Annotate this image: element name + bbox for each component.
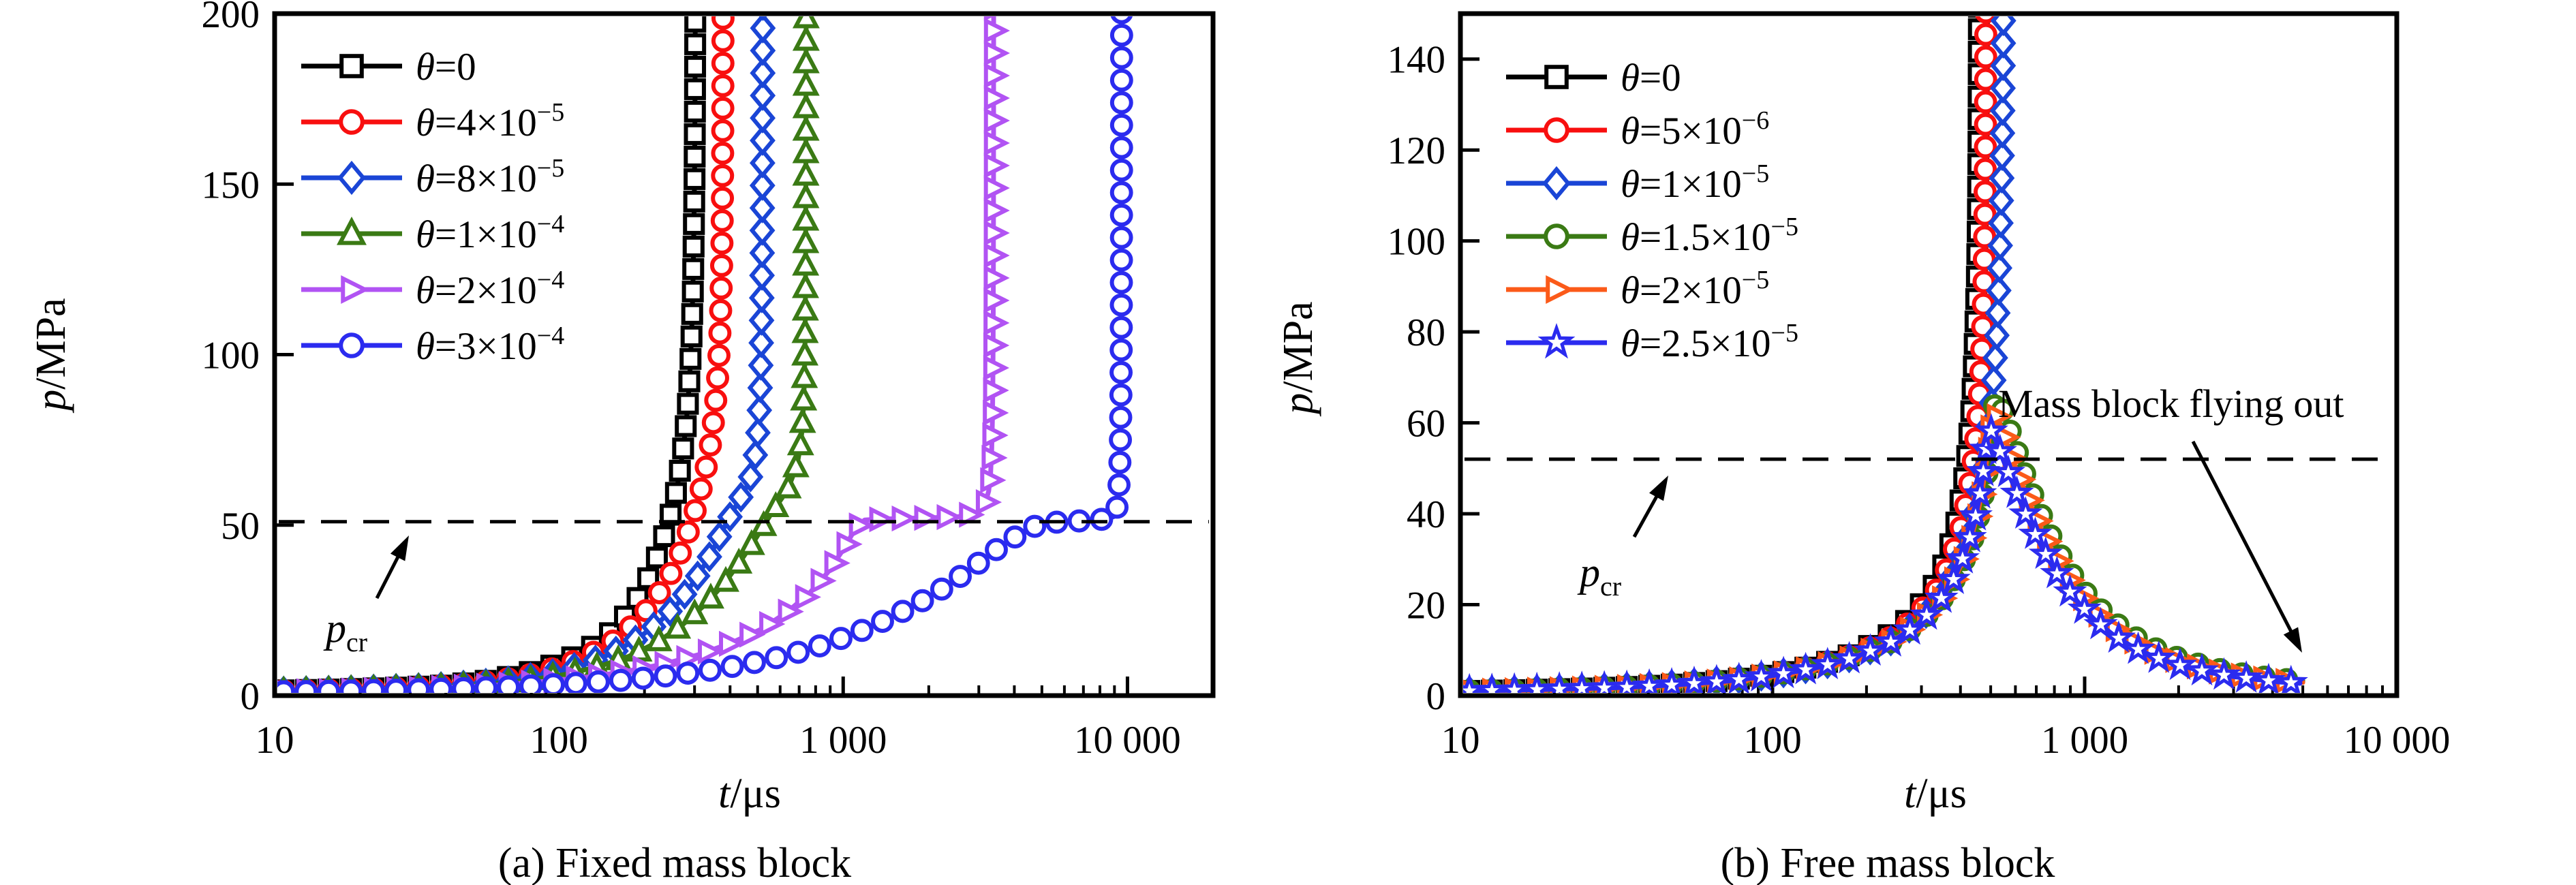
y-tick-label: 120 — [1387, 129, 1446, 172]
y-axis-title-a: p/MPa — [28, 298, 74, 413]
pcr-label: pcr — [323, 606, 367, 657]
legend-item-theta-4e-5: θ=4×10−5 — [301, 98, 564, 144]
legend-label: θ=2×10−4 — [416, 266, 564, 312]
x-tick-label: 10 — [256, 719, 294, 762]
y-tick-label: 60 — [1407, 403, 1445, 446]
x-tick-label: 10 000 — [1074, 719, 1181, 762]
legend-label: θ=4×10−5 — [416, 98, 564, 144]
legend-label: θ=5×10−6 — [1621, 106, 1769, 153]
y-tick-label: 140 — [1387, 39, 1446, 82]
pcr-annotation-a: pcr — [323, 535, 409, 657]
y-tick-label: 80 — [1407, 311, 1445, 354]
legend-item-theta-1.5e-5: θ=1.5×10−5 — [1506, 213, 1798, 259]
legend-item-theta-5e-6: θ=5×10−6 — [1506, 106, 1769, 153]
flyout-label: Mass block flying out — [1998, 382, 2344, 426]
legend-label: θ=1×10−5 — [1621, 159, 1769, 206]
legend-label: θ=1.5×10−5 — [1621, 213, 1798, 259]
legend-item-theta-8e-5: θ=8×10−5 — [301, 154, 564, 200]
legend-item-theta-3e-4: θ=3×10−4 — [301, 322, 564, 368]
legend-label: θ=3×10−4 — [416, 322, 564, 368]
x-tick-label: 1 000 — [799, 719, 887, 762]
legend-label: θ=2×10−5 — [1621, 266, 1769, 312]
caption-b: (b) Free mass block — [1720, 840, 2055, 885]
legend-item-theta-2e-5: θ=2×10−5 — [1506, 266, 1769, 312]
x-tick-label: 10 — [1441, 719, 1480, 762]
flyout-arrow — [2191, 440, 2302, 653]
y-tick-label: 100 — [202, 335, 260, 377]
y-tick-label: 20 — [1407, 585, 1445, 627]
x-tick-label: 10 000 — [2344, 719, 2451, 762]
legend-item-theta-0: θ=0 — [301, 46, 476, 89]
legend-label: θ=0 — [1621, 57, 1681, 99]
legend-item-theta-2.5e-5: θ=2.5×10−5 — [1506, 319, 1798, 365]
y-tick-label: 0 — [1426, 675, 1446, 718]
legend-item-theta-0: θ=0 — [1506, 57, 1681, 99]
y-tick-label: 200 — [202, 0, 260, 36]
series-theta-2.5e-5 — [1463, 413, 2308, 693]
legend-item-theta-1e-4: θ=1×10−4 — [301, 210, 564, 256]
flyout-annotation: Mass block flying out — [1998, 382, 2344, 653]
pcr-label: pcr — [1577, 550, 1621, 602]
series-theta-3e-4 — [277, 16, 1133, 693]
y-axis-b: 0 20 40 60 80 100 120 140 — [1387, 39, 1479, 718]
series-group-a — [277, 16, 1133, 693]
x-tick-label: 1 000 — [2041, 719, 2128, 762]
legend-label: θ=2.5×10−5 — [1621, 319, 1798, 365]
legend-label: θ=8×10−5 — [416, 154, 564, 200]
pcr-arrow-b — [1632, 476, 1668, 538]
x-axis-title-a: t/μs — [718, 771, 781, 817]
legend-label: θ=0 — [416, 46, 476, 89]
legend-b: θ=0 θ=5×10−6 θ=1×10−5 θ=1.5×10−5 θ=2×10−5 θ=2… — [1506, 57, 1798, 365]
pcr-arrow-a — [375, 535, 409, 600]
pcr-annotation-b: pcr — [1577, 476, 1668, 602]
x-axis-b: 10 100 1 000 10 000 — [1441, 677, 2451, 762]
legend-label: θ=1×10−4 — [416, 210, 564, 256]
legend-a: θ=0 θ=4×10−5 θ=8×10−5 θ=1×10−4 θ=2×10−4 θ=3×1… — [301, 46, 564, 368]
y-tick-label: 50 — [221, 505, 260, 548]
plot-frame-b — [1458, 11, 2399, 698]
legend-item-theta-2e-4: θ=2×10−4 — [301, 266, 564, 312]
y-tick-label: 100 — [1387, 221, 1446, 264]
chart-b: 10 100 1 000 10 000 0 20 40 60 80 100 120 140 θ=0 θ=5… — [1275, 11, 2451, 817]
y-tick-label: 150 — [202, 164, 260, 206]
series-group-b — [1463, 16, 2308, 693]
y-axis-a: 0 50 100 150 200 — [202, 0, 294, 718]
x-tick-label: 100 — [1743, 719, 1802, 762]
legend-item-theta-1e-5: θ=1×10−5 — [1506, 159, 1769, 206]
y-tick-label: 0 — [241, 675, 260, 718]
y-axis-title-b: p/MPa — [1275, 301, 1321, 416]
x-tick-label: 100 — [530, 719, 588, 762]
caption-a: (a) Fixed mass block — [497, 840, 852, 885]
x-axis-title-b: t/μs — [1904, 771, 1967, 817]
y-tick-label: 40 — [1407, 493, 1445, 536]
chart-a: 10 100 1 000 10 000050100150200θ=0θ=4×10−5θ… — [28, 0, 1216, 817]
